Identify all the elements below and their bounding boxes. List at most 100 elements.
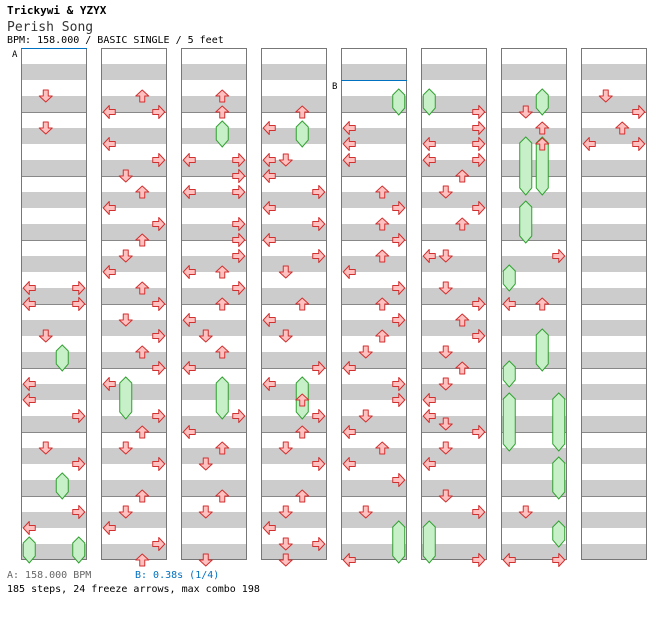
- step-arrow-left: [262, 153, 276, 167]
- step-arrow-down: [358, 505, 373, 519]
- step-arrow-right: [472, 137, 486, 151]
- beat-stripe: [261, 288, 327, 304]
- freeze-arrow: [502, 360, 516, 388]
- step-arrow-up: [375, 185, 390, 199]
- step-arrow-right: [152, 329, 166, 343]
- step-arrow-left: [262, 377, 276, 391]
- beat-stripe: [421, 128, 487, 144]
- stop-legend: B: 0.38s (1/4): [135, 570, 220, 581]
- step-arrow-up: [135, 345, 150, 359]
- beat-stripe: [421, 352, 487, 368]
- beat-stripe: [181, 384, 247, 400]
- step-arrow-left: [502, 297, 516, 311]
- step-arrow-down: [358, 345, 373, 359]
- step-arrow-up: [215, 345, 230, 359]
- step-arrow-left: [102, 265, 116, 279]
- step-arrow-left: [182, 265, 196, 279]
- beat-stripe: [341, 224, 407, 240]
- step-arrow-up: [295, 297, 310, 311]
- beat-stripe: [21, 192, 87, 208]
- step-arrow-up: [455, 313, 470, 327]
- beat-stripe: [181, 256, 247, 272]
- beat-stripe: [581, 384, 647, 400]
- beat-stripe: [21, 480, 87, 496]
- step-arrow-left: [262, 121, 276, 135]
- step-arrow-up: [215, 297, 230, 311]
- step-arrow-right: [152, 457, 166, 471]
- step-arrow-down: [198, 329, 213, 343]
- beat-stripe: [181, 288, 247, 304]
- step-arrow-left: [102, 521, 116, 535]
- step-arrow-up: [215, 89, 230, 103]
- step-arrow-down: [278, 505, 293, 519]
- step-arrow-down: [198, 553, 213, 567]
- step-arrow-right: [632, 137, 646, 151]
- step-arrow-right: [72, 297, 86, 311]
- beat-stripe: [421, 224, 487, 240]
- beat-stripe: [581, 224, 647, 240]
- beat-stripe: [421, 288, 487, 304]
- step-arrow-left: [422, 249, 436, 263]
- beat-stripe: [421, 320, 487, 336]
- step-arrow-right: [472, 553, 486, 567]
- beat-stripe: [21, 96, 87, 112]
- beat-stripe: [101, 448, 167, 464]
- beat-stripe: [21, 224, 87, 240]
- beat-stripe: [421, 160, 487, 176]
- beat-stripe: [581, 352, 647, 368]
- freeze-arrow: [552, 456, 566, 500]
- beat-stripe: [21, 160, 87, 176]
- step-arrow-down: [198, 457, 213, 471]
- step-arrow-left: [422, 153, 436, 167]
- beat-stripe: [261, 352, 327, 368]
- freeze-arrow: [72, 536, 86, 564]
- step-arrow-down: [38, 121, 53, 135]
- step-arrow-left: [102, 137, 116, 151]
- step-arrow-left: [262, 521, 276, 535]
- beat-stripe: [261, 64, 327, 80]
- beat-stripe: [421, 544, 487, 560]
- beat-stripe: [501, 512, 567, 528]
- beat-stripe: [421, 384, 487, 400]
- beat-stripe: [101, 384, 167, 400]
- step-arrow-right: [392, 281, 406, 295]
- beat-stripe: [101, 288, 167, 304]
- step-arrow-down: [278, 553, 293, 567]
- freeze-arrow: [422, 520, 436, 564]
- step-arrow-up: [135, 553, 150, 567]
- freeze-arrow: [535, 88, 549, 116]
- beat-stripe: [261, 96, 327, 112]
- step-arrow-left: [22, 393, 36, 407]
- beat-stripe: [341, 256, 407, 272]
- beat-stripe: [341, 128, 407, 144]
- beat-stripe: [261, 320, 327, 336]
- step-arrow-right: [72, 457, 86, 471]
- step-arrow-down: [278, 329, 293, 343]
- beat-stripe: [581, 160, 647, 176]
- beat-stripe: [501, 320, 567, 336]
- freeze-arrow: [552, 520, 566, 548]
- step-arrow-right: [472, 201, 486, 215]
- step-arrow-down: [438, 441, 453, 455]
- beat-stripe: [341, 320, 407, 336]
- step-arrow-down: [438, 249, 453, 263]
- step-arrow-left: [262, 313, 276, 327]
- step-arrow-right: [152, 153, 166, 167]
- step-arrow-right: [232, 185, 246, 199]
- beat-stripe: [21, 512, 87, 528]
- beat-stripe: [261, 160, 327, 176]
- beat-stripe: [21, 288, 87, 304]
- step-arrow-right: [472, 121, 486, 135]
- beat-stripe: [421, 512, 487, 528]
- beat-stripe: [101, 160, 167, 176]
- step-arrow-up: [295, 489, 310, 503]
- step-arrow-up: [375, 249, 390, 263]
- step-arrow-down: [118, 313, 133, 327]
- step-arrow-right: [152, 297, 166, 311]
- beat-stripe: [101, 512, 167, 528]
- step-arrow-down: [198, 505, 213, 519]
- freeze-arrow: [55, 344, 69, 372]
- step-arrow-up: [455, 217, 470, 231]
- beat-stripe: [21, 128, 87, 144]
- beat-stripe: [101, 320, 167, 336]
